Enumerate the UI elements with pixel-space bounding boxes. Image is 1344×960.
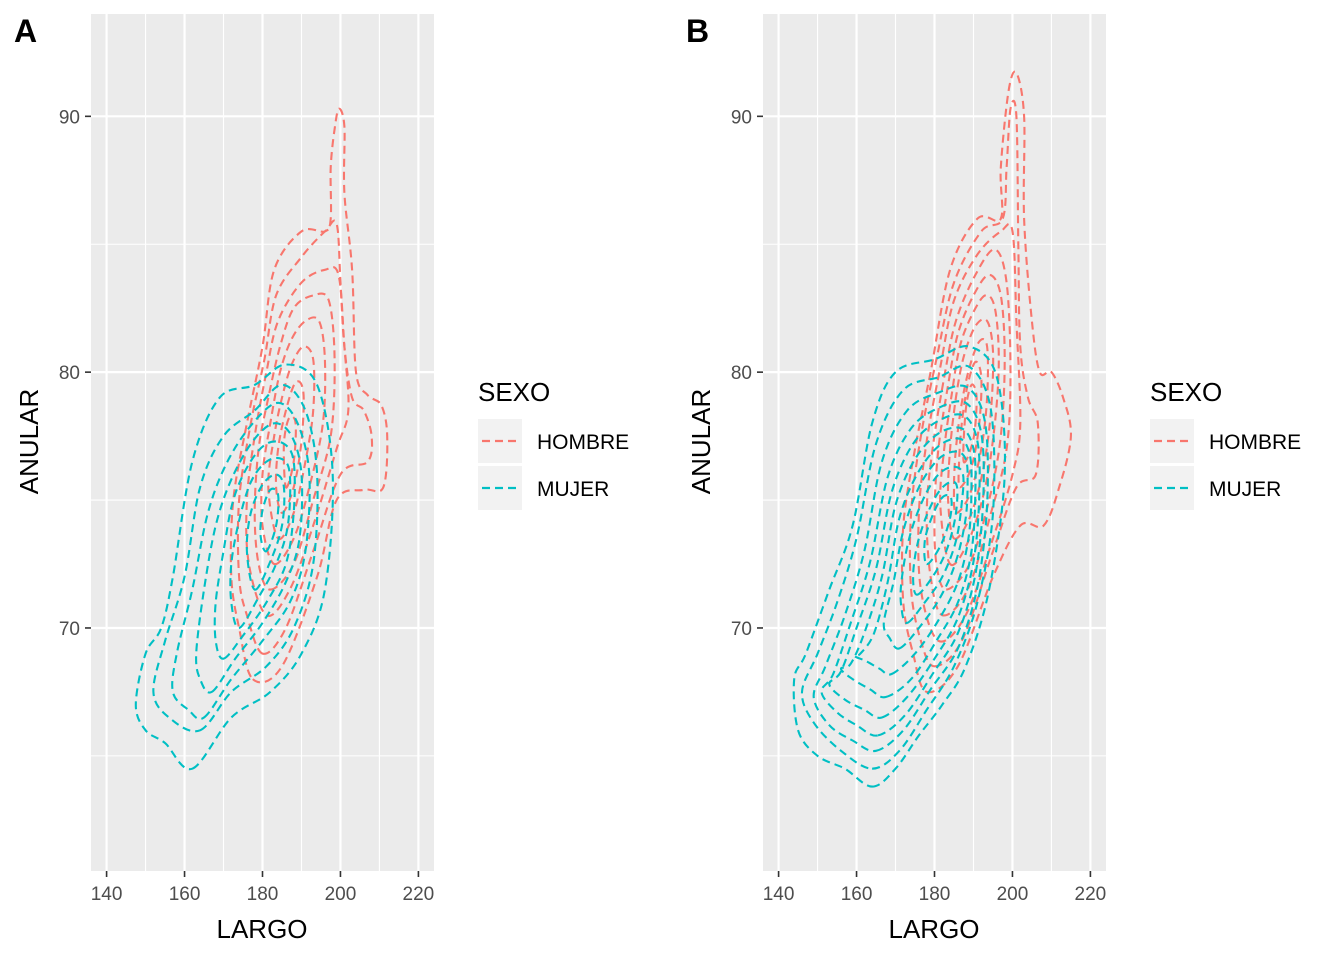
x-tick-label: 180: [919, 884, 951, 905]
contour-mujer-level-3: [171, 401, 311, 721]
contour-hombre-level-3: [245, 266, 350, 617]
contour-hombre-level-7: [274, 380, 305, 514]
contour-mujer-level-5: [828, 413, 981, 719]
contour-hombre-level-3: [917, 222, 1022, 643]
legend-label-hombre: HOMBRE: [537, 431, 629, 454]
x-tick-label: 220: [1075, 884, 1107, 905]
contour-mujer-level-3: [812, 384, 989, 753]
contour-hombre-level-4: [253, 292, 336, 591]
panel-b: 140 160 180 200 220 70 80 90 LARGO ANULAR B SEXO HOM…: [686, 13, 1301, 944]
panel-a: 140 160 180 200 220 70 80 90 LARGO ANULAR A SEXO HOM…: [14, 13, 629, 944]
contour-mujer-level-1: [792, 345, 1007, 788]
contour-mujer-level-8: [882, 450, 969, 650]
contour-hombre-level-8: [282, 415, 297, 489]
legend-label-mujer: MUJER: [537, 478, 609, 501]
contour-hombre-level-6: [939, 294, 1000, 567]
y-tick-label: 70: [59, 619, 80, 640]
contour-layer: [134, 107, 389, 771]
contour-hombre-level-1: [229, 107, 389, 684]
contour-hombre-level-2: [908, 99, 1040, 668]
x-tick-label: 140: [763, 884, 795, 905]
x-axis-title: LARGO: [216, 914, 307, 944]
contour-hombre-level-5: [260, 316, 327, 566]
x-tick-label: 200: [325, 884, 357, 905]
contour-hombre-level-10: [962, 383, 978, 464]
contour-mujer-level-4: [195, 422, 304, 694]
x-tick-label: 140: [91, 884, 123, 905]
contour-hombre-level-9: [957, 360, 983, 489]
y-tick-label: 80: [59, 363, 80, 384]
contour-mujer-level-5: [213, 440, 296, 660]
x-tick-label: 160: [841, 884, 873, 905]
contour-layer: [792, 70, 1072, 788]
contour-hombre-level-4: [925, 248, 1012, 617]
y-axis-title: ANULAR: [686, 389, 716, 494]
contour-mujer-level-10: [912, 480, 959, 596]
x-tick-label: 200: [997, 884, 1029, 905]
y-axis-title: ANULAR: [14, 389, 44, 494]
legend-label-hombre: HOMBRE: [1209, 431, 1301, 454]
legend: SEXO HOMBRE MUJER: [478, 377, 629, 510]
x-axis-title: LARGO: [888, 914, 979, 944]
contour-mujer-level-2: [800, 364, 996, 770]
contour-mujer-level-7: [245, 473, 286, 591]
contour-hombre-level-8: [952, 338, 990, 514]
contour-mujer-level-11: [923, 494, 953, 566]
contour-hombre-level-1: [900, 70, 1072, 694]
legend-title: SEXO: [478, 377, 550, 407]
contour-hombre-level-2: [236, 219, 374, 655]
contour-hombre-level-5: [933, 273, 1006, 591]
contour-mujer-level-8: [259, 487, 280, 553]
legend-label-mujer: MUJER: [1209, 478, 1281, 501]
x-tick-label: 180: [247, 884, 279, 905]
contour-mujer-level-6: [229, 456, 292, 630]
y-tick-label: 70: [731, 619, 752, 640]
y-tick-label: 80: [731, 363, 752, 384]
contour-mujer-level-2: [152, 383, 319, 733]
contour-mujer-level-1: [134, 363, 334, 771]
contour-mujer-level-6: [839, 426, 977, 699]
panel-label: B: [686, 13, 709, 49]
contour-mujer-level-9: [899, 465, 965, 624]
x-tick-label: 160: [169, 884, 201, 905]
y-tick-label: 90: [59, 107, 80, 128]
contour-mujer-level-7: [853, 437, 973, 676]
legend-title: SEXO: [1150, 377, 1222, 407]
y-tick-label: 90: [731, 107, 752, 128]
legend: SEXO HOMBRE MUJER: [1150, 377, 1301, 510]
x-tick-label: 220: [403, 884, 435, 905]
contour-mujer-level-4: [820, 400, 985, 737]
panel-label: A: [14, 13, 37, 49]
